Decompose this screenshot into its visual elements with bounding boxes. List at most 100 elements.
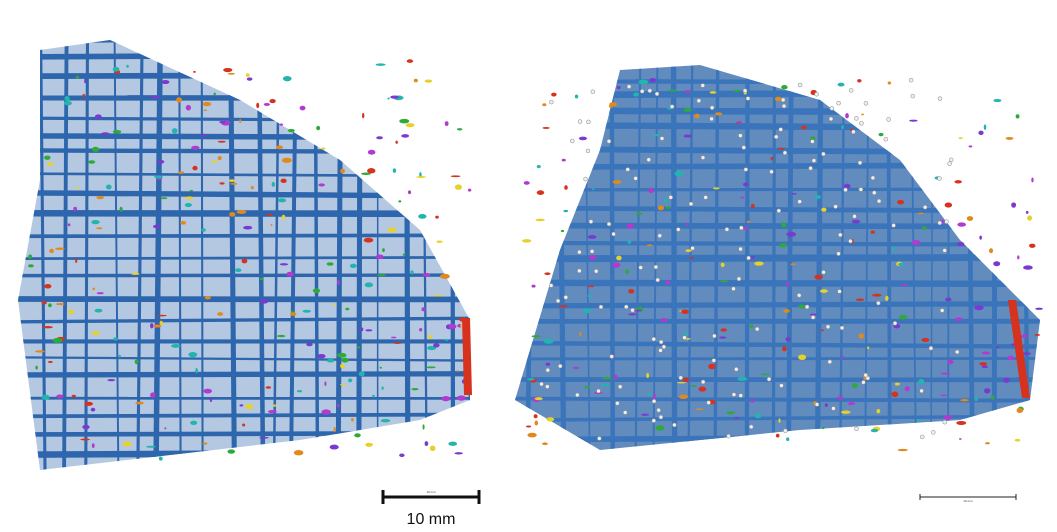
node-marker — [639, 89, 645, 94]
node-marker — [736, 276, 742, 282]
speck — [668, 89, 677, 92]
speck — [203, 109, 207, 112]
node-marker — [646, 157, 651, 162]
speck — [979, 362, 988, 366]
speck — [851, 219, 861, 224]
node-marker — [937, 96, 943, 101]
node-marker — [656, 407, 661, 413]
speck — [336, 352, 347, 358]
speck — [184, 196, 194, 200]
speck — [957, 241, 965, 247]
node-marker — [928, 345, 934, 351]
node-marker — [654, 91, 660, 97]
speck — [676, 381, 687, 384]
node-marker — [937, 176, 942, 181]
node-marker — [570, 138, 575, 144]
node-marker — [863, 101, 869, 106]
speck — [775, 433, 780, 438]
node-marker — [585, 148, 591, 154]
node-marker — [549, 99, 554, 105]
speck — [652, 393, 656, 400]
fracture — [515, 88, 1040, 99]
speck — [563, 209, 569, 213]
speck — [542, 442, 548, 446]
node-marker — [709, 105, 715, 110]
speck — [153, 224, 161, 229]
speck — [814, 274, 824, 280]
speck — [242, 423, 246, 427]
speck — [276, 334, 286, 338]
speck — [968, 145, 973, 148]
speck — [543, 338, 554, 344]
speck — [279, 263, 289, 266]
right-render — [515, 65, 1040, 450]
speck — [433, 343, 440, 348]
node-marker — [861, 380, 866, 385]
fracture — [18, 71, 470, 80]
speck — [239, 404, 244, 407]
node-marker — [821, 270, 826, 275]
speck — [28, 254, 33, 259]
node-marker — [588, 219, 594, 224]
speck — [855, 298, 865, 301]
speck — [259, 299, 269, 304]
speck — [648, 187, 654, 194]
speck — [364, 282, 374, 288]
speck — [270, 224, 273, 226]
speck — [428, 334, 432, 340]
speck — [981, 365, 989, 369]
speck — [421, 307, 426, 312]
speck — [272, 404, 277, 407]
speck — [531, 335, 541, 338]
fracture — [991, 65, 998, 450]
speck — [786, 231, 797, 237]
speck — [791, 192, 797, 195]
fracture — [18, 40, 470, 44]
scale-inner-label: 10 mm — [963, 499, 973, 503]
speck — [146, 445, 156, 448]
speck — [424, 79, 433, 83]
speck — [798, 354, 807, 361]
speck — [720, 262, 725, 268]
speck — [750, 204, 755, 209]
speck — [80, 438, 90, 441]
speck — [75, 75, 80, 79]
speck — [271, 181, 276, 187]
node-marker — [746, 255, 751, 261]
node-marker — [700, 155, 706, 160]
node-marker — [870, 175, 876, 181]
speck — [413, 78, 418, 83]
fracture — [178, 40, 182, 470]
speck — [302, 309, 311, 313]
speck — [333, 303, 336, 307]
speck — [522, 239, 532, 243]
node-marker — [781, 103, 787, 109]
speck — [82, 93, 86, 98]
speck — [781, 222, 787, 228]
speck — [259, 436, 269, 439]
node-marker — [931, 430, 936, 435]
speck — [587, 294, 592, 298]
node-marker — [598, 304, 604, 310]
fracture — [256, 40, 266, 470]
speck — [646, 244, 653, 247]
speck — [382, 248, 385, 253]
speck — [684, 89, 691, 93]
speck — [845, 113, 849, 119]
speck — [75, 187, 81, 189]
speck — [1003, 377, 1010, 383]
speck — [715, 112, 723, 116]
speck — [534, 420, 539, 426]
speck — [398, 200, 402, 203]
speck — [345, 307, 350, 311]
node-marker — [596, 388, 601, 394]
fracture — [18, 233, 470, 239]
node-marker — [920, 434, 925, 440]
speck — [227, 72, 236, 75]
speck — [754, 413, 762, 419]
fracture — [18, 190, 470, 199]
speck — [64, 101, 72, 106]
node-marker — [624, 304, 629, 310]
node-marker — [726, 433, 731, 439]
speck — [204, 296, 211, 300]
